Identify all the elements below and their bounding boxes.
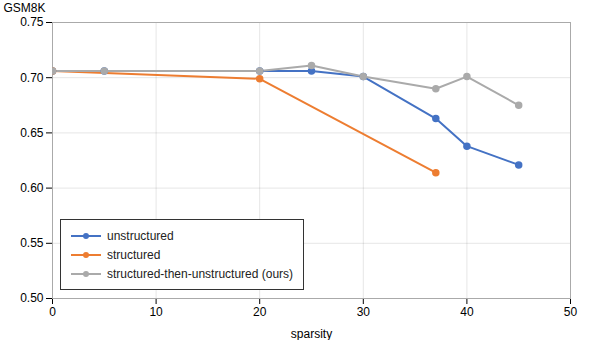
svg-text:0.70: 0.70	[20, 71, 44, 85]
svg-text:50: 50	[564, 305, 578, 319]
html-text:structured: structured	[107, 247, 161, 262]
svg-text:0.55: 0.55	[20, 236, 44, 250]
svg-text:0.65: 0.65	[20, 126, 44, 140]
svg-text:0.75: 0.75	[20, 15, 44, 29]
html-text:structured-then-unstructured (: structured-then-unstructured (ours)	[107, 266, 294, 281]
svg-text:20: 20	[253, 305, 267, 319]
svg-text:0: 0	[49, 305, 56, 319]
svg-text:10: 10	[149, 305, 163, 319]
svg-text:40: 40	[460, 305, 474, 319]
svg-text:GSM8K: GSM8K	[4, 1, 46, 15]
svg-text:0.60: 0.60	[20, 181, 44, 195]
svg-text:30: 30	[357, 305, 371, 319]
svg-text:sparsity: sparsity	[291, 327, 332, 340]
html-text:unstructured: unstructured	[107, 228, 174, 243]
svg-text:0.50: 0.50	[20, 291, 44, 305]
